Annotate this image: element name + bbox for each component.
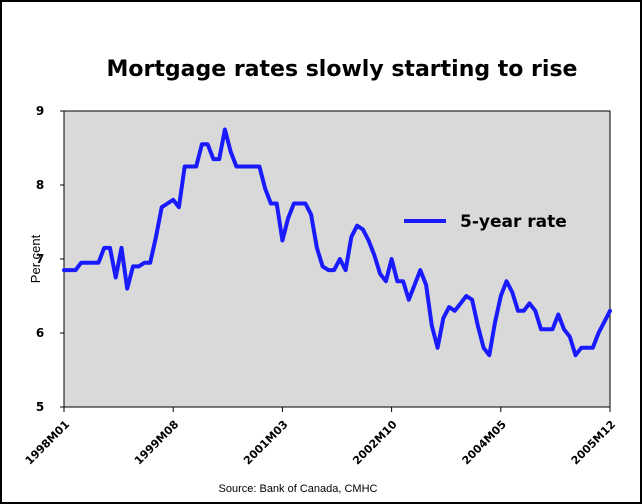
y-tick-label: 8 [36, 178, 44, 192]
source-note: Source: Bank of Canada, CMHC [219, 483, 378, 495]
y-tick-label: 5 [36, 400, 44, 414]
x-tick-label: 2004M05 [460, 418, 509, 467]
y-tick-label: 7 [36, 252, 44, 266]
chart-title: Mortgage rates slowly starting to rise [107, 57, 578, 82]
x-tick-label: 2005M12 [569, 418, 618, 467]
y-tick-label: 9 [36, 104, 44, 118]
plot-area [63, 110, 611, 408]
y-tick-label: 6 [36, 326, 44, 340]
legend: 5-year rate [404, 212, 567, 232]
series-line-5-year-rate [62, 127, 612, 358]
y-axis-label: Per cent [28, 234, 43, 283]
x-tick-label: 1998M01 [23, 418, 72, 467]
legend-label: 5-year rate [460, 212, 567, 232]
y-axis: 5 6 7 8 9 [36, 104, 64, 414]
x-axis: 1998M01 1999M08 2001M03 2002M10 2004M05 2005M… [23, 407, 618, 467]
x-tick-label: 2001M03 [241, 418, 290, 467]
x-tick-label: 1999M08 [132, 418, 181, 467]
x-tick-label: 2002M10 [350, 418, 400, 468]
